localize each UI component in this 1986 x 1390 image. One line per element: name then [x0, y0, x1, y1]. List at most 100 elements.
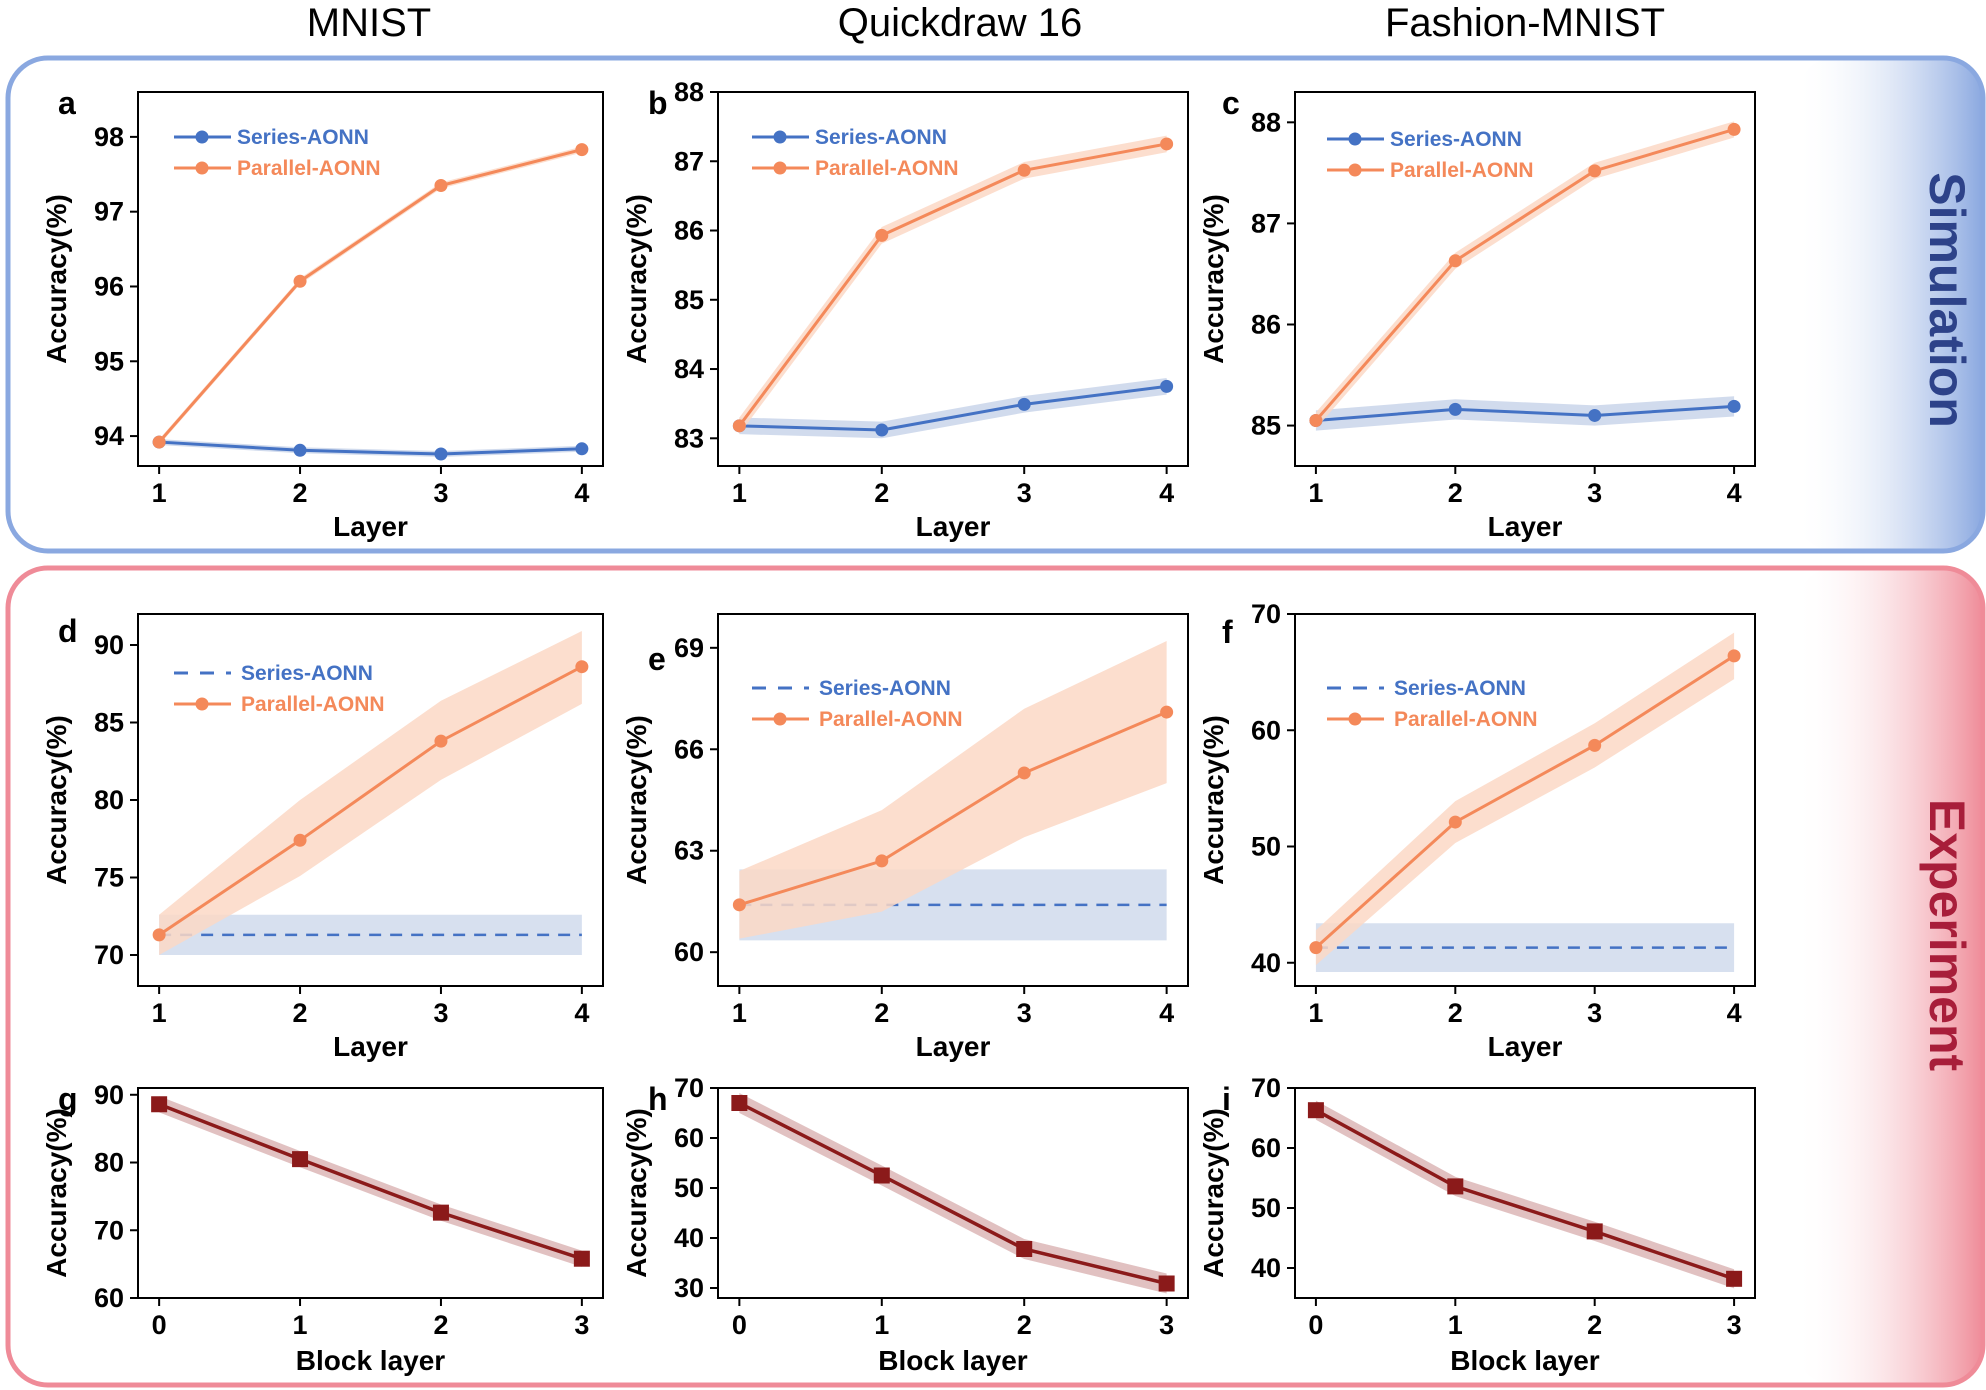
x-tick-label-b-3: 3	[1017, 478, 1032, 508]
y-tick-label-f-50: 50	[1251, 832, 1281, 862]
y-tick-label-a-97: 97	[94, 197, 124, 227]
point-e-parallel-aonn-2	[1017, 766, 1031, 780]
point-a-parallel-aonn-1	[293, 274, 307, 288]
y-axis-title-e: Accuracy(%)	[621, 715, 652, 885]
y-tick-label-i-60: 60	[1251, 1133, 1281, 1163]
band-d-parallel-aonn	[159, 631, 582, 955]
legend-label-f-1: Parallel-AONN	[1394, 708, 1538, 731]
y-tick-label-i-70: 70	[1251, 1073, 1281, 1103]
line-d-parallel-aonn	[158, 665, 583, 937]
y-tick-label-h-60: 60	[674, 1123, 704, 1153]
point-i-1	[1447, 1178, 1464, 1195]
chart-f: f 1 2 3 4 40 50 60 70 Layer Accuracy(%) Series-AONN…	[1198, 599, 1756, 1062]
legend-label-f-0: Series-AONN	[1394, 677, 1526, 700]
chart-h: h 0 1 2 3 30 40 50 60 70 Block layer Accuracy(%)	[621, 1073, 1189, 1376]
x-tick-label-a-2: 2	[293, 478, 308, 508]
point-f-parallel-aonn-2	[1588, 738, 1602, 752]
point-c-series-aonn-1	[1448, 402, 1462, 416]
band-a-series-aonn	[159, 439, 582, 458]
legend-marker-a-1	[195, 161, 209, 175]
legend-marker-a-0	[195, 130, 209, 144]
axes-frame-c	[1294, 91, 1756, 467]
y-tick-label-e-69: 69	[674, 633, 704, 663]
x-tick-label-f-4: 4	[1727, 998, 1742, 1028]
x-tick-label-c-2: 2	[1448, 478, 1463, 508]
x-axis-title-a: Layer	[333, 511, 408, 542]
point-d-parallel-aonn-2	[434, 734, 448, 748]
legend-label-b-1: Parallel-AONN	[815, 157, 959, 180]
y-tick-label-e-66: 66	[674, 734, 704, 764]
x-tick-label-d-4: 4	[574, 998, 589, 1028]
point-e-parallel-aonn-0	[732, 898, 746, 912]
chart-c: c 1 2 3 4 85 86 87 88 Layer Accuracy(%) Series-AONN…	[1198, 85, 1756, 542]
simulation-gradient	[1795, 58, 1983, 551]
band-a-parallel-aonn	[159, 146, 582, 446]
legend-label-a-1: Parallel-AONN	[237, 157, 381, 180]
band-g-block	[159, 1096, 582, 1267]
axes-frame-i	[1294, 1087, 1756, 1299]
panel-letter-d: d	[58, 613, 78, 649]
point-i-3	[1726, 1270, 1743, 1287]
point-b-series-aonn-1	[875, 423, 889, 437]
x-axis-title-g: Block layer	[296, 1345, 446, 1376]
x-tick-label-i-2: 2	[1587, 1310, 1602, 1340]
y-tick-label-f-70: 70	[1251, 599, 1281, 629]
point-a-series-aonn-1	[293, 443, 307, 457]
panel-letter-e: e	[648, 641, 666, 677]
point-a-parallel-aonn-3	[575, 143, 589, 157]
chart-e: e 1 2 3 4 60 63 66 69 Layer Accuracy(%) Series-AONN…	[621, 613, 1189, 1062]
y-tick-label-f-60: 60	[1251, 715, 1281, 745]
point-c-parallel-aonn-1	[1448, 254, 1462, 268]
x-tick-label-f-1: 1	[1308, 998, 1323, 1028]
x-axis-title-i: Block layer	[1450, 1345, 1600, 1376]
x-tick-label-a-3: 3	[433, 478, 448, 508]
y-tick-label-f-40: 40	[1251, 948, 1281, 978]
y-tick-label-a-96: 96	[94, 271, 124, 301]
x-tick-label-d-1: 1	[152, 998, 167, 1028]
band-b-series-aonn	[739, 378, 1167, 439]
legend-label-c-0: Series-AONN	[1390, 128, 1522, 151]
axes-frame-e	[717, 613, 1189, 987]
y-tick-label-g-70: 70	[94, 1215, 124, 1245]
x-axis-title-e: Layer	[916, 1031, 991, 1062]
point-b-parallel-aonn-1	[875, 228, 889, 242]
x-tick-label-c-4: 4	[1727, 478, 1742, 508]
y-tick-label-b-87: 87	[674, 146, 704, 176]
y-tick-label-h-70: 70	[674, 1073, 704, 1103]
y-tick-label-d-85: 85	[94, 708, 124, 738]
x-axis-title-b: Layer	[916, 511, 991, 542]
chart-i: i 0 1 2 3 40 50 60 70 Block layer Accuracy(%)	[1198, 1073, 1756, 1376]
point-b-parallel-aonn-3	[1160, 137, 1174, 151]
y-tick-label-c-87: 87	[1251, 208, 1281, 238]
chart-d: d 1 2 3 4 70 75 80 85 90 Layer Accuracy(%) Series-AO…	[41, 613, 604, 1062]
axes-frame-h	[717, 1087, 1189, 1299]
band-b-parallel-aonn	[739, 135, 1167, 435]
legend-marker-e-1	[773, 712, 787, 726]
line-g-block	[158, 1102, 583, 1261]
panel-letter-a: a	[58, 85, 76, 121]
y-tick-label-a-95: 95	[94, 346, 124, 376]
y-axis-title-a: Accuracy(%)	[41, 194, 72, 364]
point-g-0	[151, 1096, 168, 1113]
y-tick-label-i-50: 50	[1251, 1193, 1281, 1223]
chart-a: a 1 2 3 4 94 95 96 97 98 Layer Accuracy(%) Series-AO…	[41, 85, 604, 542]
x-tick-label-h-1: 1	[874, 1310, 889, 1340]
point-g-2	[432, 1204, 449, 1221]
legend-marker-b-1	[773, 161, 787, 175]
line-b-parallel-aonn	[738, 142, 1167, 427]
y-tick-label-b-88: 88	[674, 77, 704, 107]
point-b-parallel-aonn-0	[732, 419, 746, 433]
point-b-series-aonn-3	[1160, 379, 1174, 393]
point-a-parallel-aonn-2	[434, 179, 448, 192]
point-f-parallel-aonn-1	[1448, 815, 1462, 829]
line-h-block	[738, 1101, 1168, 1286]
point-i-0	[1307, 1102, 1324, 1119]
legend-label-e-1: Parallel-AONN	[819, 708, 963, 731]
x-tick-label-g-3: 3	[574, 1310, 589, 1340]
y-tick-label-i-40: 40	[1251, 1253, 1281, 1283]
line-c-parallel-aonn	[1314, 127, 1735, 422]
chart-b: b 1 2 3 4 83 84 85 86 87 88 Layer Accuracy(%) Series-…	[621, 77, 1189, 542]
y-tick-label-d-75: 75	[94, 863, 124, 893]
y-axis-title-c: Accuracy(%)	[1198, 194, 1229, 364]
x-tick-label-d-3: 3	[433, 998, 448, 1028]
